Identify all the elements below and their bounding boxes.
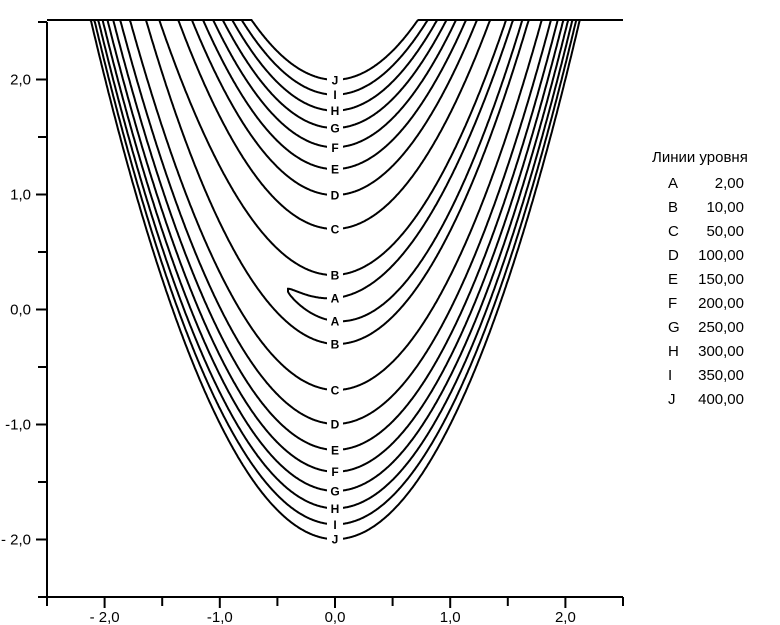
contour-line-B bbox=[86, 19, 623, 345]
legend-key: J bbox=[668, 391, 676, 408]
y-tick-label: -1,0 bbox=[5, 417, 31, 434]
legend-entry-J: J 400,00 bbox=[652, 388, 772, 412]
legend-entry-C: C 50,00 bbox=[652, 220, 772, 244]
contour-label-bg-J bbox=[327, 71, 343, 88]
contour-label-bg-I bbox=[327, 86, 343, 103]
legend-entry-A: A 2,00 bbox=[652, 172, 772, 196]
contour-label-bg-I bbox=[327, 516, 343, 533]
contour-label-A: A bbox=[331, 315, 340, 329]
contour-label-bg-E bbox=[327, 161, 343, 178]
legend-value: 250,00 bbox=[698, 319, 744, 336]
contour-line-H bbox=[47, 19, 623, 510]
legend-key: B bbox=[668, 199, 679, 216]
legend-value: 200,00 bbox=[698, 295, 744, 312]
x-tick-label: 0,0 bbox=[325, 609, 346, 625]
contour-line-C bbox=[47, 19, 623, 391]
legend-key: D bbox=[668, 247, 679, 264]
legend-entry-I: I 350,00 bbox=[652, 364, 772, 388]
contour-label-I: I bbox=[333, 88, 336, 102]
contour-label-H: H bbox=[331, 104, 340, 118]
x-tick-label: - 2,0 bbox=[90, 609, 120, 625]
y-tick-label: 2,0 bbox=[10, 72, 31, 89]
legend-value: 300,00 bbox=[698, 343, 744, 360]
legend-key: A bbox=[668, 175, 679, 192]
legend-value: 50,00 bbox=[706, 223, 744, 240]
contour-label-A: A bbox=[331, 292, 340, 306]
y-tick-label: 1,0 bbox=[10, 187, 31, 204]
contour-label-bg-G bbox=[327, 482, 343, 499]
contour-label-J: J bbox=[332, 533, 339, 547]
x-tick-label: -1,0 bbox=[207, 609, 233, 625]
legend-entry-F: F 200,00 bbox=[652, 292, 772, 316]
contour-label-E: E bbox=[331, 163, 339, 177]
contour-line-E bbox=[47, 19, 623, 451]
legend-entry-H: H 300,00 bbox=[652, 340, 772, 364]
contour-label-bg-E bbox=[327, 441, 343, 458]
contour-label-B: B bbox=[331, 269, 340, 283]
contour-label-H: H bbox=[331, 502, 340, 516]
contour-label-bg-B bbox=[327, 336, 343, 352]
contour-label-bg-C bbox=[327, 221, 343, 237]
legend-title: Линии уровня bbox=[652, 149, 748, 166]
contour-label-bg-A bbox=[327, 313, 343, 329]
axes: - 2,0 -1,0 0,0 1,0 2,0 - 2,0 -1,0 0,0 1,0 2,0 bbox=[1, 21, 624, 625]
contour-label-bg-C bbox=[327, 382, 343, 398]
legend-key: C bbox=[668, 223, 679, 240]
y-tick-label: 0,0 bbox=[10, 302, 31, 319]
contour-label-bg-B bbox=[327, 267, 343, 283]
contour-line-J bbox=[47, 19, 623, 541]
contour-lines bbox=[47, 19, 623, 541]
contour-label-D: D bbox=[331, 417, 340, 431]
contour-label-F: F bbox=[331, 141, 338, 155]
legend-key: I bbox=[668, 367, 673, 384]
legend-value: 150,00 bbox=[698, 271, 744, 288]
contour-label-I: I bbox=[333, 518, 336, 532]
contour-label-C: C bbox=[331, 223, 340, 237]
x-tick-label: 2,0 bbox=[555, 609, 576, 625]
y-tick-label: - 2,0 bbox=[1, 532, 31, 549]
contour-label-bg-A bbox=[327, 290, 343, 306]
contour-label-bg-D bbox=[327, 187, 343, 204]
legend-value: 10,00 bbox=[706, 199, 744, 216]
contour-label-bg-H bbox=[327, 500, 343, 517]
contour-label-J: J bbox=[332, 73, 339, 87]
legend-value: 350,00 bbox=[698, 367, 744, 384]
contour-label-F: F bbox=[331, 465, 338, 479]
contour-label-bg-H bbox=[327, 102, 343, 119]
contour-label-G: G bbox=[330, 484, 339, 498]
legend-entry-D: D 100,00 bbox=[652, 244, 772, 268]
legend-value: 100,00 bbox=[698, 247, 744, 264]
legend-value: 2,00 bbox=[714, 175, 744, 192]
legend-key: G bbox=[668, 319, 680, 336]
contour-label-bg-F bbox=[327, 463, 343, 480]
contour-line-F bbox=[47, 19, 623, 473]
contour-line-G bbox=[47, 19, 623, 492]
contour-label-bg-D bbox=[327, 415, 343, 432]
contour-label-E: E bbox=[331, 443, 339, 457]
legend-entry-B: B 10,00 bbox=[652, 196, 772, 220]
legend-key: F bbox=[668, 295, 678, 312]
legend-key: E bbox=[668, 271, 679, 288]
legend-entry-G: G 250,00 bbox=[652, 316, 772, 340]
contour-line-D bbox=[47, 19, 623, 425]
contour-label-G: G bbox=[330, 122, 339, 136]
legend: Линии уровня A 2,00 B 10,00 C 50,00 D 100,00 E 15… bbox=[652, 146, 772, 412]
x-tick-label: 1,0 bbox=[440, 609, 461, 625]
contour-label-bg-F bbox=[327, 139, 343, 156]
legend-entry-E: E 150,00 bbox=[652, 268, 772, 292]
contour-label-bg-J bbox=[327, 531, 343, 548]
contour-label-C: C bbox=[331, 384, 340, 398]
contour-label-D: D bbox=[331, 189, 340, 203]
contour-label-B: B bbox=[331, 338, 340, 352]
legend-key: H bbox=[668, 343, 679, 360]
contour-label-bg-G bbox=[327, 120, 343, 137]
legend-value: 400,00 bbox=[698, 391, 744, 408]
legend-entries: A 2,00 B 10,00 C 50,00 D 100,00 E 150,00 F 200,00 G 2… bbox=[652, 172, 772, 412]
